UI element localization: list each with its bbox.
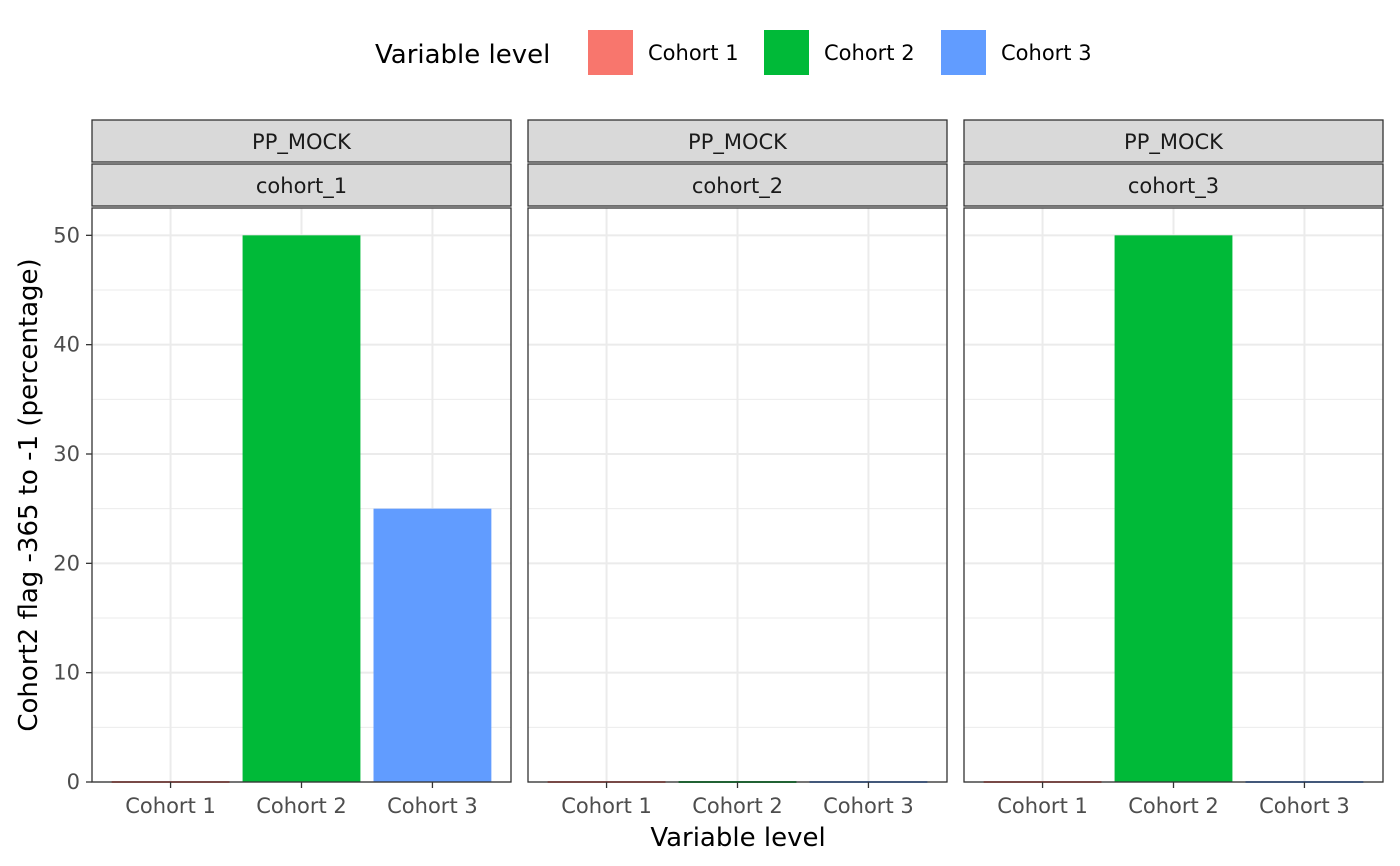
- bar-cohort-2: [1114, 235, 1233, 783]
- strip-bottom-box: [963, 163, 1384, 207]
- bar-cohort-2: [242, 235, 361, 783]
- bar-cohort-3: [373, 508, 492, 782]
- y-tick-label: 0: [67, 770, 80, 794]
- x-tick-label: Cohort 1: [997, 794, 1088, 818]
- strip-bottom-label: cohort_3: [1128, 174, 1219, 199]
- x-tick-label: Cohort 2: [1128, 794, 1219, 818]
- legend: Variable level Cohort 1 Cohort 2 Cohort 3: [375, 30, 1092, 75]
- y-axis: 0 10 20 30 40 50: [53, 223, 92, 794]
- strip-bottom-box: [91, 163, 512, 207]
- y-tick-label: 40: [53, 333, 80, 357]
- strip-bottom-label: cohort_2: [692, 174, 783, 199]
- legend-label-3: Cohort 3: [1001, 41, 1092, 65]
- strip-top-label: PP_MOCK: [1124, 130, 1224, 155]
- legend-key-1: [588, 30, 633, 75]
- strip-top-label: PP_MOCK: [688, 130, 788, 155]
- y-tick-label: 30: [53, 442, 80, 466]
- legend-label-1: Cohort 1: [648, 41, 739, 65]
- x-tick-label: Cohort 2: [692, 794, 783, 818]
- x-tick-label: Cohort 2: [256, 794, 347, 818]
- y-axis-title: Cohort2 flag -365 to -1 (percentage): [14, 258, 44, 731]
- x-tick-label: Cohort 1: [561, 794, 652, 818]
- y-tick-label: 20: [53, 551, 80, 575]
- strip-bottom-box: [527, 163, 948, 207]
- legend-key-2: [764, 30, 809, 75]
- y-tick-label: 50: [53, 223, 80, 247]
- facet-panel-3: PP_MOCK cohort_3 Cohort 1 Cohort 2 Cohort 3: [963, 119, 1384, 818]
- strip-top-box: [91, 119, 512, 163]
- strip-top-box: [963, 119, 1384, 163]
- legend-key-3: [941, 30, 986, 75]
- x-tick-label: Cohort 3: [823, 794, 914, 818]
- legend-label-2: Cohort 2: [824, 41, 915, 65]
- facet-panel-2: PP_MOCK cohort_2 Cohort 1 Cohort 2 Cohort 3: [527, 119, 948, 818]
- legend-title: Variable level: [375, 40, 550, 70]
- strip-top-box: [527, 119, 948, 163]
- y-tick-label: 10: [53, 661, 80, 685]
- strip-bottom-label: cohort_1: [256, 174, 347, 199]
- x-tick-label: Cohort 1: [125, 794, 216, 818]
- x-tick-label: Cohort 3: [1259, 794, 1350, 818]
- facet-panel-1: PP_MOCK cohort_1 Cohort 1 Cohort 2 Cohort 3: [91, 119, 512, 818]
- x-tick-label: Cohort 3: [387, 794, 478, 818]
- x-axis-title: Variable level: [650, 823, 825, 853]
- strip-top-label: PP_MOCK: [252, 130, 352, 155]
